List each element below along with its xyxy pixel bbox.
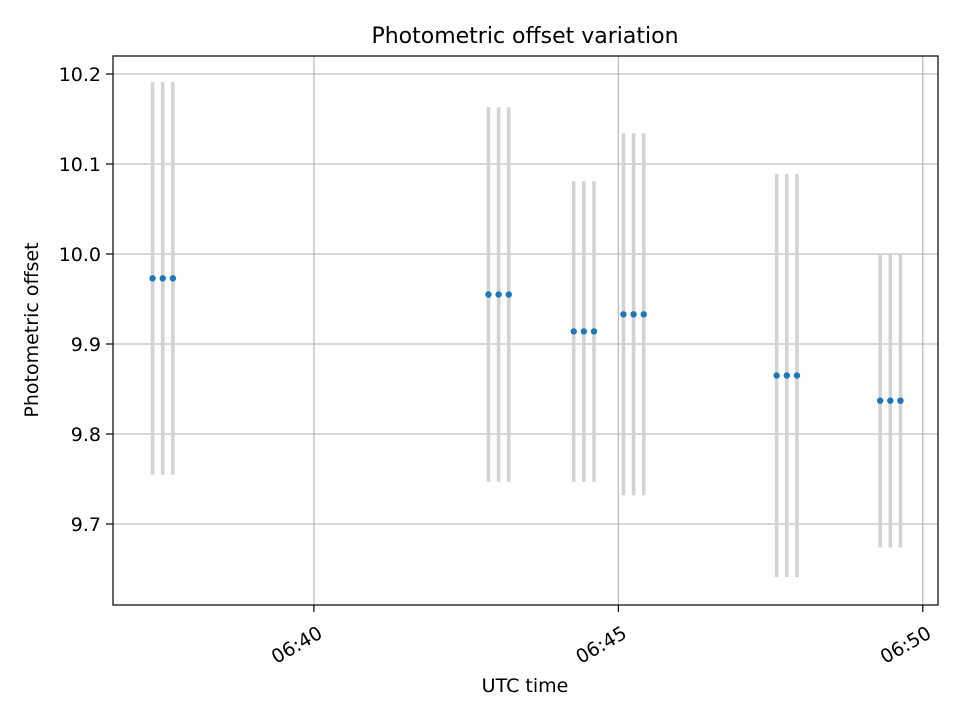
y-tick-label: 9.7 xyxy=(71,514,101,536)
data-point xyxy=(485,291,492,298)
data-point xyxy=(590,328,598,335)
chart-title: Photometric offset variation xyxy=(371,24,678,49)
y-tick-label: 10.0 xyxy=(59,244,101,266)
data-points xyxy=(149,275,904,404)
data-point xyxy=(495,291,502,298)
data-point xyxy=(570,328,577,335)
y-tick-label: 10.1 xyxy=(59,154,101,176)
data-point xyxy=(773,372,780,379)
x-axis-label: UTC time xyxy=(482,675,569,697)
y-tick-label: 9.8 xyxy=(71,424,101,446)
data-point xyxy=(640,311,647,318)
y-axis-ticks: 9.7 9.8 9.9 10.0 10.1 10.2 xyxy=(59,64,113,536)
data-point xyxy=(149,275,156,282)
y-tick-label: 10.2 xyxy=(59,64,101,86)
data-point xyxy=(793,372,801,379)
data-point xyxy=(630,311,637,318)
data-point xyxy=(897,397,904,404)
data-point xyxy=(159,275,166,282)
grid xyxy=(113,56,938,605)
data-point xyxy=(169,275,177,282)
y-tick-label: 9.9 xyxy=(71,334,101,356)
data-point xyxy=(505,291,512,298)
data-point xyxy=(620,311,627,318)
y-axis-label: Photometric offset xyxy=(21,242,43,417)
data-point xyxy=(783,372,791,379)
data-point xyxy=(887,397,894,404)
data-point xyxy=(876,397,884,404)
plot-frame xyxy=(112,55,939,606)
data-point xyxy=(580,328,588,335)
